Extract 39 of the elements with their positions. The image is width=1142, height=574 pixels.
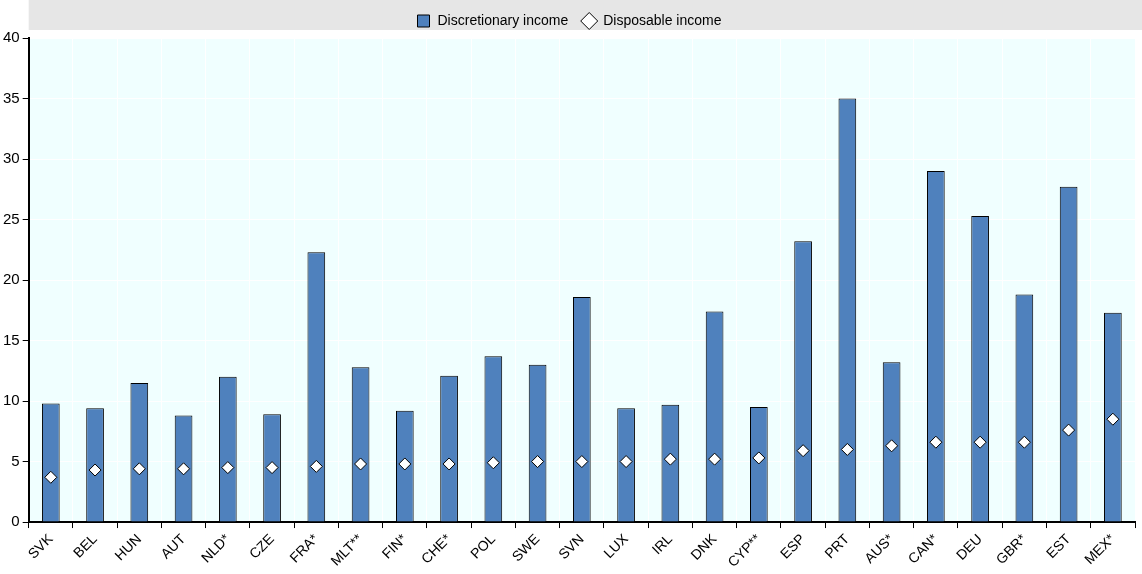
point [177, 462, 191, 476]
point [663, 452, 677, 466]
point [1062, 423, 1076, 437]
point [619, 455, 633, 469]
x-tick-label: IRL [648, 530, 676, 558]
x-tick-label: POL [467, 530, 499, 562]
point [1106, 412, 1120, 426]
point [885, 439, 899, 453]
legend-label: Disposable income [603, 11, 722, 28]
y-tick-label: 5 [11, 451, 20, 469]
y-tick-label: 15 [3, 330, 20, 348]
point [354, 457, 368, 471]
point [221, 461, 235, 475]
point [132, 462, 146, 476]
point [309, 459, 323, 473]
y-tick-label: 10 [3, 391, 20, 409]
point [1017, 435, 1031, 449]
point [44, 470, 58, 484]
point [442, 457, 456, 471]
point [531, 455, 545, 469]
point [265, 461, 279, 475]
point [796, 444, 810, 458]
point [88, 463, 102, 477]
point [929, 435, 943, 449]
point [708, 452, 722, 466]
point [575, 455, 589, 469]
point [973, 435, 987, 449]
point [398, 457, 412, 471]
legend-label: Discretionary income [437, 11, 569, 28]
x-tick-label: BEL [69, 530, 101, 561]
y-tick-label: 0 [11, 512, 20, 530]
point [752, 451, 766, 465]
y-tick-label: 40 [3, 28, 20, 46]
point [486, 456, 500, 470]
point [840, 442, 854, 456]
y-tick-label: 20 [3, 270, 20, 288]
y-tick-label: 25 [3, 209, 20, 227]
y-tick-label: 30 [3, 149, 20, 167]
y-tick-label: 35 [3, 88, 20, 106]
